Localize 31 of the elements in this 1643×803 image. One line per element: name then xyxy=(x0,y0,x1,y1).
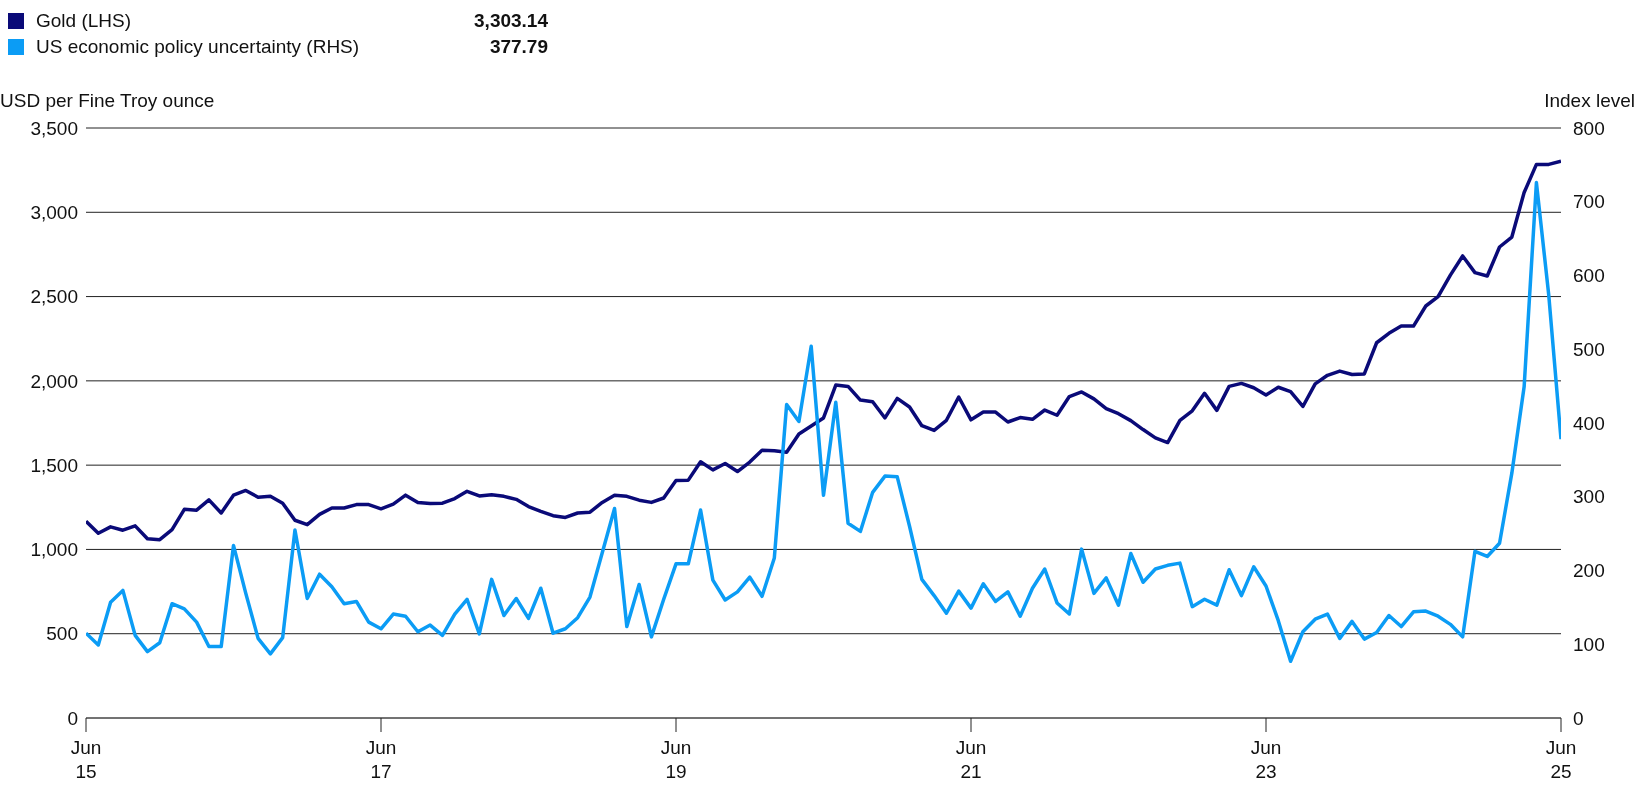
legend-label: Gold (LHS) xyxy=(36,9,132,33)
y-tick-label: 2,500 xyxy=(30,286,78,308)
y-tick-label: 2,000 xyxy=(30,370,78,392)
y-tick-label: 0 xyxy=(67,707,78,729)
y-tick-label: 3,000 xyxy=(30,202,78,224)
y2-axis-title: Index level xyxy=(1544,90,1635,112)
y2-tick-label: 800 xyxy=(1573,117,1605,139)
text: 3,303.14 xyxy=(474,10,548,31)
text: 377.79 xyxy=(489,36,548,57)
x-tick-label: Jun 21 xyxy=(955,737,987,782)
y-tick-label: 1,000 xyxy=(30,539,78,561)
y2-tick-label: 600 xyxy=(1573,265,1605,287)
y-tick-label: 1,500 xyxy=(30,454,78,476)
x-tick-label: Jun 15 xyxy=(70,737,102,782)
y2-tick-label: 100 xyxy=(1573,633,1605,655)
x-tick-label: Jun 17 xyxy=(365,737,397,782)
y2-tick-label: 700 xyxy=(1573,191,1605,213)
line-series xyxy=(86,159,1561,542)
y2-tick-label: 500 xyxy=(1573,338,1605,360)
y2-tick-label: 200 xyxy=(1573,560,1605,582)
y-tick-label: 3,500 xyxy=(30,117,78,139)
y-axis-title: USD per Fine Troy ounce xyxy=(0,90,215,112)
y2-tick-label: 400 xyxy=(1573,412,1605,434)
x-tick-label: Jun 19 xyxy=(660,737,692,782)
x-tick-label: Jun 23 xyxy=(1250,737,1282,782)
legend-label: US economic policy uncertainty (RHS) xyxy=(36,35,360,59)
y2-tick-label: 0 xyxy=(1573,707,1584,729)
x-tick-label: Jun 25 xyxy=(1545,737,1577,782)
line-series xyxy=(86,180,1561,663)
y-tick-label: 500 xyxy=(46,623,78,645)
y2-tick-label: 300 xyxy=(1573,486,1605,508)
